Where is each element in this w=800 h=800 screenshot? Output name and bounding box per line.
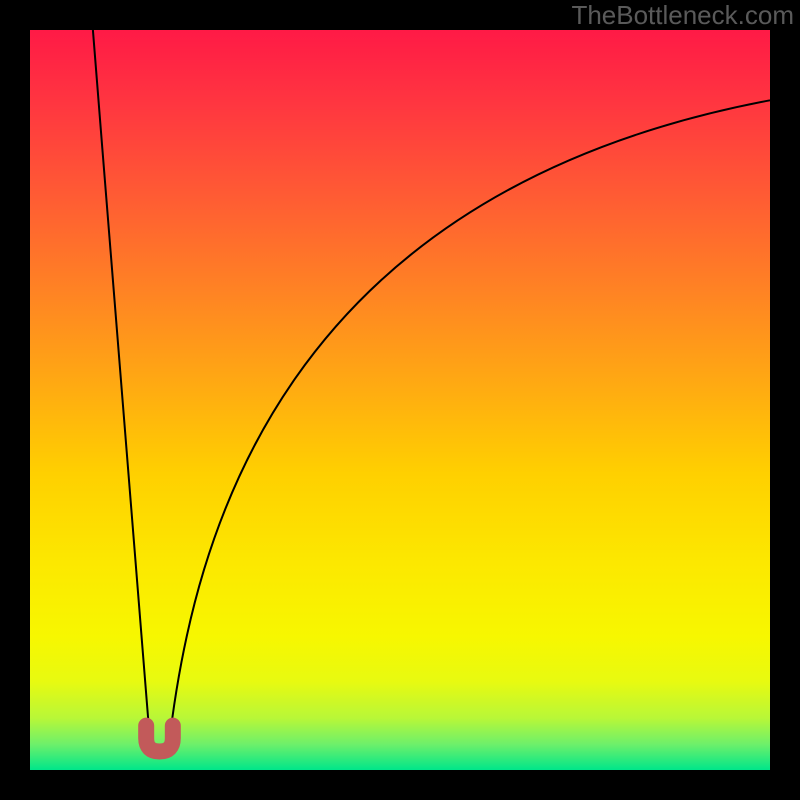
bottleneck-chart — [0, 0, 800, 800]
plot-background — [30, 30, 770, 770]
chart-frame: TheBottleneck.com — [0, 0, 800, 800]
watermark-text: TheBottleneck.com — [571, 0, 794, 31]
